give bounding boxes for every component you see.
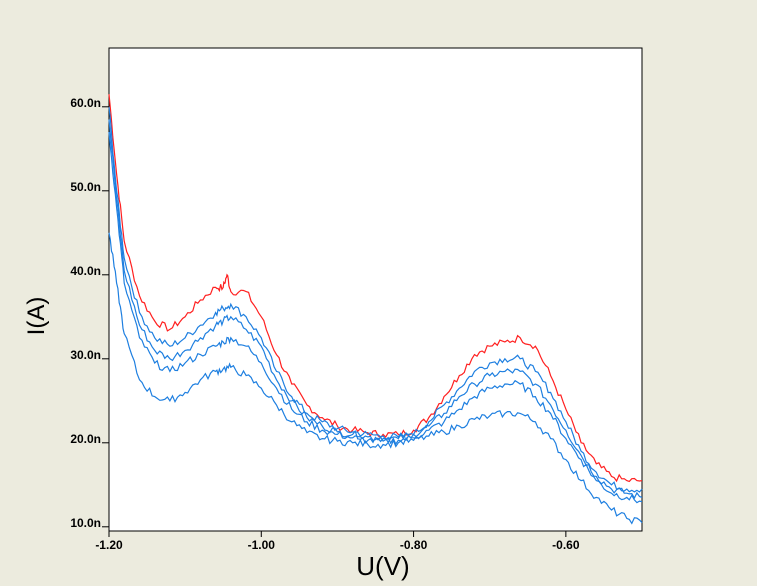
series-line-5	[108, 232, 643, 525]
x-axis-label: U(V)	[356, 551, 409, 581]
y-tick-label: 10.0n	[70, 516, 101, 530]
x-tick-label: -0.60	[552, 538, 580, 552]
y-axis: 10.0n 20.0n 30.0n 40.0n 50.0n 60.0n	[70, 96, 109, 530]
x-tick-label: -1.20	[95, 538, 123, 552]
plot-area	[108, 47, 643, 532]
x-axis: -1.20 -1.00 -0.80 -0.60	[95, 531, 580, 552]
y-tick-label: 40.0n	[70, 264, 101, 278]
series-line-4	[108, 131, 643, 504]
series-line-1	[108, 94, 643, 483]
series-layer	[108, 94, 643, 525]
x-tick-label: -0.80	[400, 538, 428, 552]
y-axis-label: I(A)	[23, 297, 50, 336]
series-line-2	[108, 106, 643, 493]
y-tick-label: 30.0n	[70, 348, 101, 362]
y-tick-label: 60.0n	[70, 96, 101, 110]
y-tick-label: 20.0n	[70, 432, 101, 446]
x-tick-label: -1.00	[248, 538, 276, 552]
y-tick-label: 50.0n	[70, 180, 101, 194]
